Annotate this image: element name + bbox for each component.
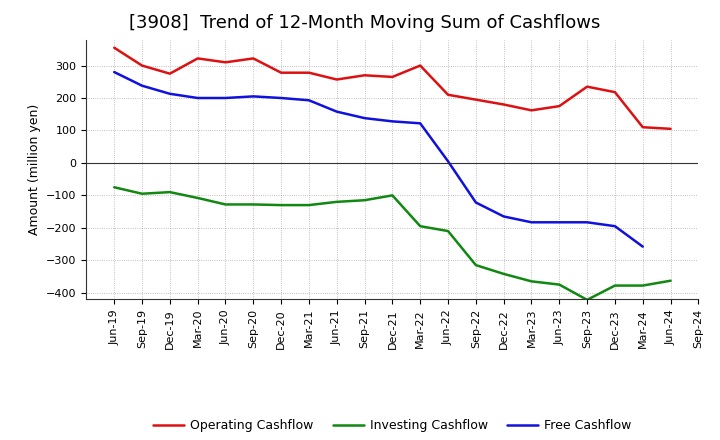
Operating Cashflow — [639, 125, 647, 130]
Investing Cashflow — [305, 202, 313, 208]
Investing Cashflow — [666, 278, 675, 283]
Free Cashflow — [249, 94, 258, 99]
Free Cashflow — [166, 91, 174, 96]
Operating Cashflow — [333, 77, 341, 82]
Free Cashflow — [333, 109, 341, 114]
Operating Cashflow — [194, 56, 202, 61]
Investing Cashflow — [333, 199, 341, 205]
Investing Cashflow — [444, 228, 452, 234]
Operating Cashflow — [527, 108, 536, 113]
Free Cashflow — [360, 115, 369, 121]
Investing Cashflow — [639, 283, 647, 288]
Free Cashflow — [611, 224, 619, 229]
Line: Free Cashflow: Free Cashflow — [114, 72, 643, 247]
Investing Cashflow — [611, 283, 619, 288]
Investing Cashflow — [416, 224, 425, 229]
Investing Cashflow — [388, 193, 397, 198]
Operating Cashflow — [138, 63, 146, 68]
Operating Cashflow — [110, 45, 119, 50]
Free Cashflow — [110, 70, 119, 75]
Free Cashflow — [138, 83, 146, 88]
Investing Cashflow — [221, 202, 230, 207]
Free Cashflow — [221, 95, 230, 101]
Free Cashflow — [276, 95, 285, 101]
Legend: Operating Cashflow, Investing Cashflow, Free Cashflow: Operating Cashflow, Investing Cashflow, … — [148, 414, 636, 437]
Free Cashflow — [582, 220, 591, 225]
Operating Cashflow — [305, 70, 313, 75]
Operating Cashflow — [166, 71, 174, 76]
Operating Cashflow — [500, 102, 508, 107]
Investing Cashflow — [194, 195, 202, 201]
Free Cashflow — [444, 159, 452, 164]
Free Cashflow — [388, 119, 397, 124]
Investing Cashflow — [110, 185, 119, 190]
Free Cashflow — [555, 220, 564, 225]
Y-axis label: Amount (million yen): Amount (million yen) — [27, 104, 40, 235]
Operating Cashflow — [360, 73, 369, 78]
Operating Cashflow — [416, 63, 425, 68]
Operating Cashflow — [472, 97, 480, 102]
Operating Cashflow — [611, 89, 619, 95]
Free Cashflow — [500, 214, 508, 219]
Investing Cashflow — [360, 198, 369, 203]
Line: Operating Cashflow: Operating Cashflow — [114, 48, 670, 129]
Operating Cashflow — [582, 84, 591, 89]
Operating Cashflow — [666, 126, 675, 132]
Line: Investing Cashflow: Investing Cashflow — [114, 187, 670, 300]
Operating Cashflow — [249, 56, 258, 61]
Operating Cashflow — [555, 103, 564, 109]
Investing Cashflow — [138, 191, 146, 196]
Operating Cashflow — [444, 92, 452, 97]
Free Cashflow — [527, 220, 536, 225]
Free Cashflow — [639, 244, 647, 249]
Operating Cashflow — [276, 70, 285, 75]
Free Cashflow — [472, 200, 480, 205]
Investing Cashflow — [500, 271, 508, 276]
Text: [3908]  Trend of 12-Month Moving Sum of Cashflows: [3908] Trend of 12-Month Moving Sum of C… — [130, 15, 600, 33]
Investing Cashflow — [276, 202, 285, 208]
Free Cashflow — [305, 98, 313, 103]
Investing Cashflow — [472, 263, 480, 268]
Investing Cashflow — [555, 282, 564, 287]
Operating Cashflow — [221, 60, 230, 65]
Investing Cashflow — [249, 202, 258, 207]
Investing Cashflow — [166, 190, 174, 195]
Operating Cashflow — [388, 74, 397, 80]
Investing Cashflow — [527, 279, 536, 284]
Free Cashflow — [416, 121, 425, 126]
Investing Cashflow — [582, 297, 591, 302]
Free Cashflow — [194, 95, 202, 101]
